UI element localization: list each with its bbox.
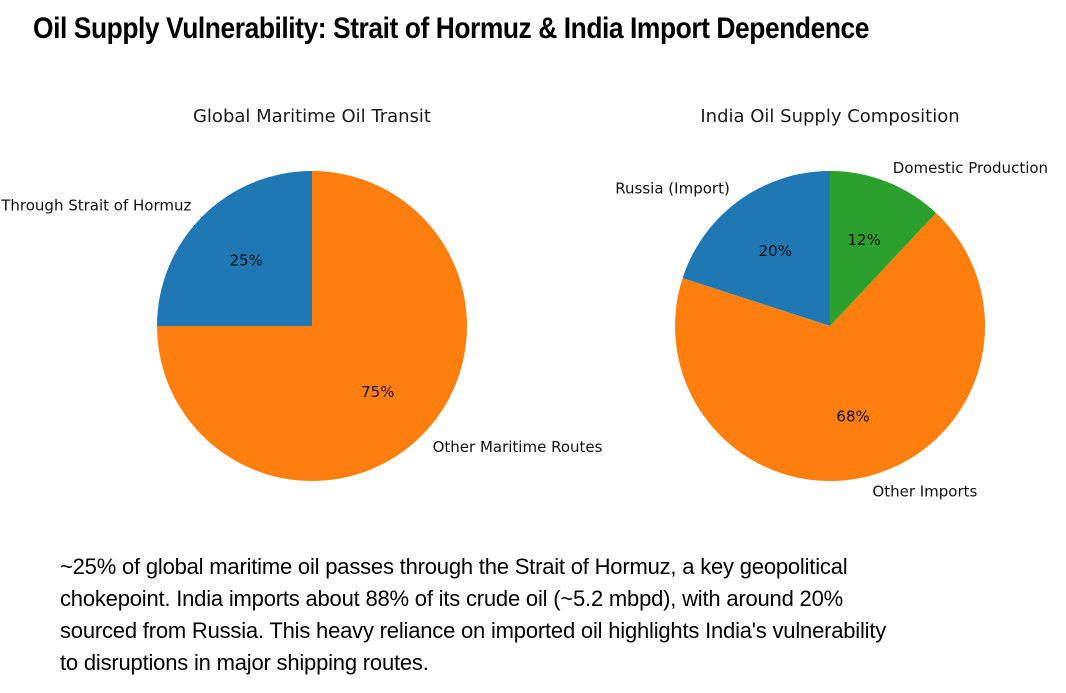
pie-pct-label-other-maritime-routes: 75% — [361, 383, 394, 401]
pie-slice-label-other-maritime-routes: Other Maritime Routes — [433, 438, 603, 456]
caption-line: sourced from Russia. This heavy reliance… — [60, 618, 887, 643]
page-title: Oil Supply Vulnerability: Strait of Horm… — [33, 12, 869, 45]
pie-slice-through-strait-of-hormuz — [157, 171, 312, 326]
pie-slice-label-through-strait-of-hormuz: Through Strait of Hormuz — [0, 197, 191, 215]
pie-slice-other-maritime-routes — [157, 171, 467, 481]
pie-pct-label-through-strait-of-hormuz: 25% — [230, 251, 263, 269]
caption-line: to disruptions in major shipping routes. — [60, 650, 429, 675]
pie-slice-label-russia-import: Russia (Import) — [615, 179, 730, 197]
caption-line: chokepoint. India imports about 88% of i… — [60, 586, 843, 611]
caption: ~25% of global maritime oil passes throu… — [60, 551, 1040, 679]
pie-slice-label-domestic-production: Domestic Production — [893, 159, 1048, 177]
chart-title-global-maritime-oil-transit: Global Maritime Oil Transit — [192, 106, 431, 127]
pie-slice-label-other-imports: Other Imports — [872, 482, 977, 500]
pie-pct-label-other-imports: 68% — [836, 407, 869, 425]
pie-pct-label-russia-import: 20% — [759, 242, 792, 260]
chart-title-india-oil-supply-composition: India Oil Supply Composition — [700, 106, 960, 127]
pie-charts: 25% Through Strait of Hormuz 75% Other Mari… — [0, 159, 1048, 501]
caption-line: ~25% of global maritime oil passes throu… — [60, 554, 848, 579]
pie-pct-label-domestic-production: 12% — [848, 231, 881, 249]
pie-slice-domestic-production — [830, 171, 937, 326]
pie-slice-other-imports — [675, 213, 986, 482]
pie-slice-russia-import — [682, 171, 830, 326]
